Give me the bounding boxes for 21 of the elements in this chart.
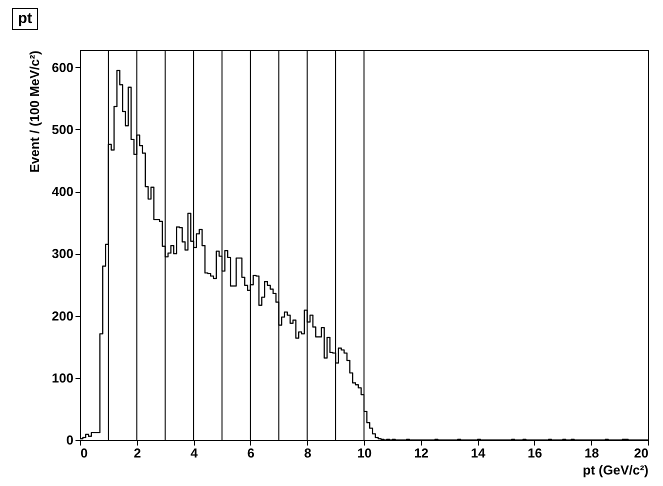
x-tick-label: 4 — [190, 446, 198, 460]
x-tick-label: 12 — [414, 446, 429, 460]
y-tick-label: 400 — [52, 184, 74, 200]
y-tick-label: 100 — [52, 370, 74, 386]
x-tick-label: 8 — [304, 446, 312, 460]
x-tick-label: 20 — [634, 446, 648, 460]
y-tick-label: 500 — [52, 122, 74, 137]
chart-title: pt — [12, 8, 38, 30]
x-tick-label: 0 — [80, 446, 88, 460]
y-axis-title: Event / (100 MeV/c²) — [26, 50, 42, 173]
x-tick-label: 10 — [357, 446, 372, 460]
y-tick-label: 200 — [52, 308, 74, 324]
y-tick-label: 0 — [66, 432, 74, 448]
y-tick-label: 300 — [52, 246, 74, 262]
x-tick-label: 2 — [134, 446, 141, 460]
x-tick-label: 18 — [584, 446, 599, 460]
y-tick-label: 600 — [52, 60, 74, 75]
x-tick-label: 16 — [528, 446, 542, 460]
x-tick-label: 14 — [470, 446, 486, 460]
x-tick-label: 6 — [247, 446, 255, 460]
x-axis-title: pt (GeV/c²) — [582, 462, 648, 478]
